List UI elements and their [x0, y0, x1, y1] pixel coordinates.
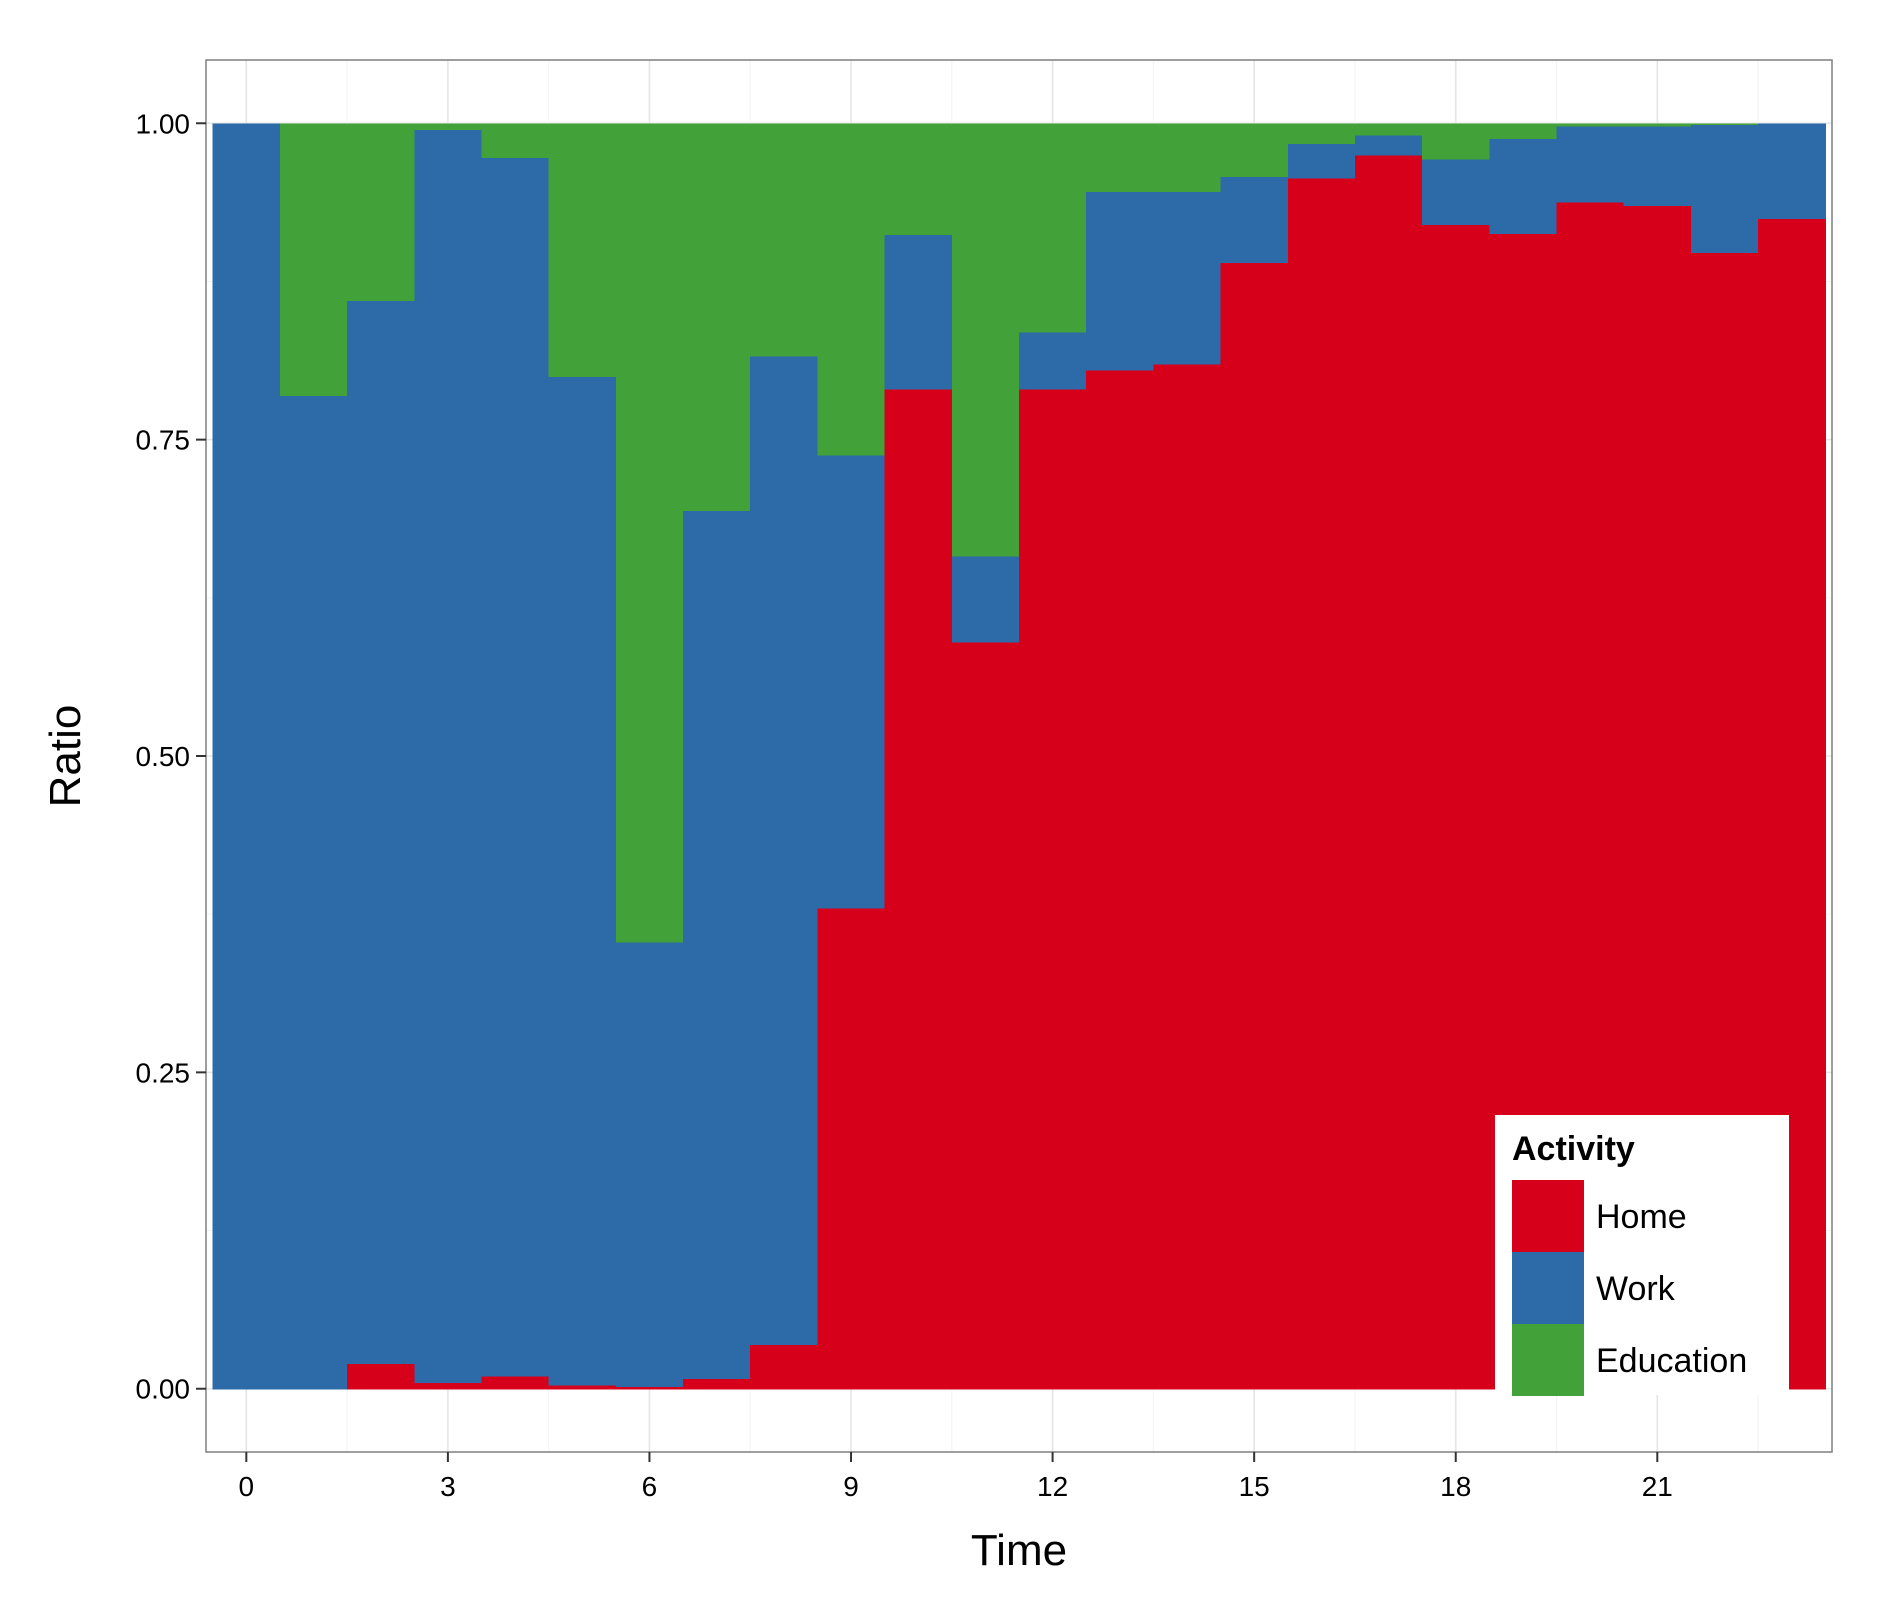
bar-education-t5 — [548, 123, 617, 377]
legend-key-work — [1512, 1252, 1584, 1324]
x-tick-label: 18 — [1440, 1471, 1471, 1502]
bar-education-t12 — [1019, 123, 1087, 333]
bar-work-t15 — [1220, 176, 1289, 264]
x-tick-label: 3 — [440, 1471, 456, 1502]
bar-education-t14 — [1153, 123, 1222, 193]
bar-work-t0 — [212, 123, 281, 1390]
bar-education-t2 — [347, 123, 415, 302]
x-tick-label: 0 — [239, 1471, 255, 1502]
bar-work-t19 — [1489, 138, 1558, 234]
y-tick-label: 0.00 — [136, 1374, 191, 1405]
bar-work-t4 — [481, 157, 550, 1377]
y-tick-label: 0.75 — [136, 425, 191, 456]
bar-home-t18 — [1422, 224, 1490, 1390]
bar-education-t3 — [414, 123, 483, 131]
legend-title: Activity — [1512, 1130, 1635, 1168]
bar-work-t21 — [1623, 125, 1692, 207]
bar-work-t1 — [279, 395, 348, 1390]
bar-work-t3 — [414, 129, 483, 1384]
bar-education-t10 — [884, 123, 953, 236]
bar-work-t2 — [347, 300, 415, 1365]
bar-education-t8 — [750, 123, 819, 357]
bar-education-t4 — [481, 123, 550, 159]
legend-label-work: Work — [1596, 1270, 1676, 1308]
bar-home-t13 — [1086, 370, 1154, 1390]
bar-work-t18 — [1422, 158, 1490, 226]
bar-home-t5 — [548, 1384, 617, 1390]
bar-education-t21 — [1623, 123, 1692, 127]
y-axis-title: Ratio — [41, 705, 90, 808]
bar-home-t9 — [817, 907, 886, 1390]
bar-work-t16 — [1287, 143, 1356, 179]
bar-work-t8 — [750, 356, 819, 1346]
bar-education-t17 — [1354, 123, 1423, 136]
bar-education-t20 — [1556, 123, 1625, 127]
bar-work-t9 — [817, 454, 886, 909]
y-axis: 0.00 0.25 0.50 0.75 1.00 — [136, 108, 206, 1405]
x-tick-label: 15 — [1239, 1471, 1270, 1502]
y-tick-label: 1.00 — [136, 108, 191, 139]
bar-education-t1 — [279, 123, 348, 396]
bar-home-t12 — [1019, 389, 1087, 1390]
bar-education-t19 — [1489, 123, 1558, 140]
x-tick-label: 6 — [642, 1471, 658, 1502]
bar-education-t9 — [817, 123, 886, 456]
bar-home-t8 — [750, 1344, 819, 1390]
bar-education-t13 — [1086, 123, 1154, 193]
y-tick-label: 0.25 — [136, 1057, 191, 1088]
bar-work-t17 — [1354, 134, 1423, 156]
bar-work-t7 — [683, 510, 751, 1380]
bar-education-t7 — [683, 123, 751, 512]
x-axis-title: Time — [971, 1526, 1067, 1575]
bar-education-t22 — [1690, 123, 1759, 126]
bar-home-t11 — [951, 642, 1020, 1390]
y-tick-label: 0.50 — [136, 741, 191, 772]
bar-education-t15 — [1220, 123, 1289, 178]
bar-education-t11 — [951, 123, 1020, 557]
x-tick-label: 12 — [1037, 1471, 1068, 1502]
legend-label-education: Education — [1596, 1342, 1747, 1380]
bar-home-t15 — [1220, 262, 1289, 1390]
bar-work-t10 — [884, 234, 953, 390]
bar-work-t12 — [1019, 332, 1087, 390]
x-tick-label: 9 — [843, 1471, 859, 1502]
legend: Activity Home Work Education — [1495, 1115, 1789, 1396]
bar-home-t4 — [481, 1376, 550, 1390]
bar-home-t3 — [414, 1382, 483, 1390]
bar-work-t23 — [1758, 123, 1826, 219]
bar-work-t14 — [1153, 191, 1222, 365]
bar-home-t17 — [1354, 154, 1423, 1390]
bar-work-t6 — [615, 942, 684, 1387]
bar-work-t11 — [951, 556, 1020, 643]
bar-home-t14 — [1153, 363, 1222, 1390]
x-tick-label: 21 — [1642, 1471, 1673, 1502]
bar-work-t13 — [1086, 191, 1154, 371]
bar-home-t10 — [884, 389, 953, 1390]
legend-key-education — [1512, 1324, 1584, 1396]
bar-work-t5 — [548, 376, 617, 1386]
x-axis: 0 3 6 9 12 15 18 21 — [239, 1452, 1673, 1502]
bar-home-t7 — [683, 1378, 751, 1390]
bar-home-t16 — [1287, 177, 1356, 1390]
bar-work-t22 — [1690, 124, 1759, 253]
bar-home-t2 — [347, 1363, 415, 1390]
bar-education-t6 — [615, 123, 684, 943]
bar-home-t6 — [615, 1386, 684, 1390]
legend-label-home: Home — [1596, 1198, 1687, 1236]
bar-work-t20 — [1556, 125, 1625, 203]
legend-key-home — [1512, 1180, 1584, 1252]
bar-education-t18 — [1422, 123, 1490, 160]
bar-education-t16 — [1287, 123, 1356, 145]
